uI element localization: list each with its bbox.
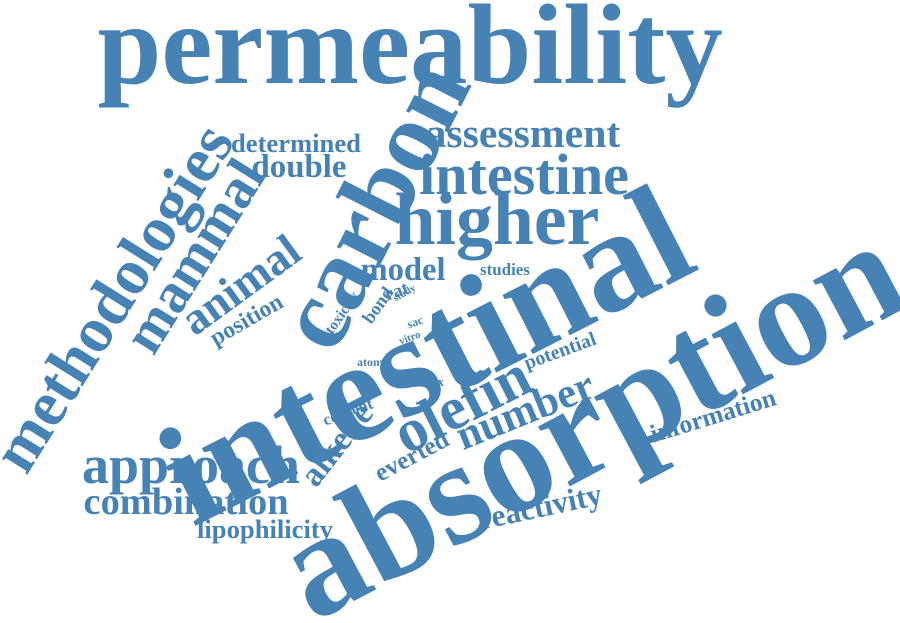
- word-studies: studies: [480, 259, 530, 279]
- word-model: model: [360, 251, 446, 288]
- word-intestine: intestine: [419, 142, 629, 207]
- word-double: double: [251, 148, 347, 185]
- word-approach: approach: [82, 435, 300, 495]
- word-assessment: assessment: [425, 111, 621, 157]
- word-combination: combination: [83, 481, 289, 523]
- word-matrix: matrix: [408, 375, 444, 389]
- word-atom: atom: [357, 355, 383, 369]
- word-higher: higher: [394, 178, 600, 260]
- word-lipophilicity: lipophilicity: [197, 513, 334, 544]
- word-determined: determined: [231, 127, 361, 158]
- word-permeability: permeability: [97, 0, 723, 108]
